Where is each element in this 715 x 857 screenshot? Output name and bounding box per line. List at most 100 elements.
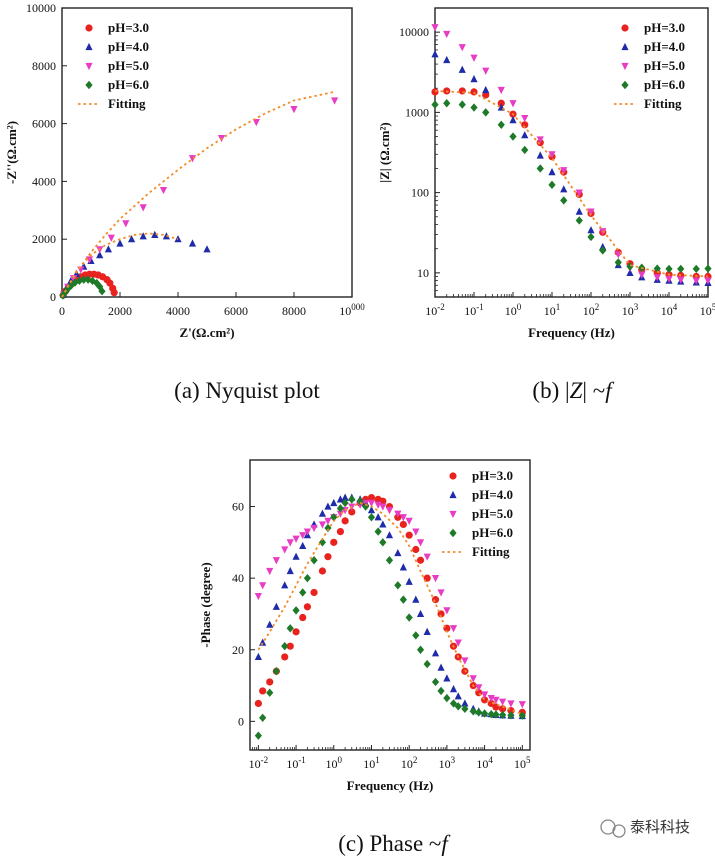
data-point — [331, 97, 339, 105]
legend-label: pH=6.0 — [644, 77, 685, 92]
data-point — [379, 503, 387, 511]
y-tick-label: 10000 — [399, 25, 429, 39]
data-point — [443, 693, 451, 703]
data-point — [341, 517, 349, 525]
fitting-curve — [61, 90, 335, 298]
data-point — [394, 581, 402, 590]
data-point — [470, 88, 478, 96]
legend-marker — [449, 472, 457, 480]
legend-marker — [85, 24, 93, 32]
data-point — [292, 606, 300, 615]
data-point — [336, 528, 345, 536]
data-point — [162, 232, 170, 240]
data-point — [122, 220, 130, 228]
data-point — [67, 281, 75, 290]
data-point — [310, 556, 318, 565]
data-point — [266, 567, 274, 576]
legend-label: pH=5.0 — [108, 58, 149, 73]
data-point — [599, 246, 607, 255]
watermark-text: 泰科科技 — [630, 819, 690, 836]
legend-marker — [621, 42, 629, 51]
data-point — [399, 595, 407, 604]
legend-marker — [621, 62, 629, 71]
data-point — [399, 514, 407, 522]
legend-label: pH=6.0 — [108, 77, 149, 92]
data-point — [518, 701, 526, 709]
data-point — [431, 50, 439, 58]
data-point — [252, 119, 260, 127]
data-point — [458, 87, 466, 95]
y-tick-label: 20 — [232, 643, 244, 657]
x-tick-label: 103 — [439, 755, 456, 771]
data-point — [405, 531, 413, 539]
data-point — [470, 103, 478, 112]
data-point — [587, 232, 595, 242]
y-tick-label: 8000 — [32, 59, 56, 73]
y-tick-label: 100 — [411, 186, 429, 200]
y-tick-label: 6000 — [32, 117, 56, 131]
data-point — [96, 250, 104, 259]
x-tick-label: 104 — [661, 302, 678, 318]
data-point — [303, 573, 312, 583]
data-point — [399, 563, 407, 571]
data-point — [475, 684, 483, 692]
data-point — [458, 100, 466, 109]
data-point — [548, 151, 556, 159]
data-point — [475, 708, 483, 717]
phase-angle-plot: 10-2 10-1 100 101 102 103 104 105 0 20 40 60 Frequen… — [198, 459, 531, 793]
x-tick-label: 10-2 — [249, 755, 269, 771]
watermark: 泰科科技 — [600, 819, 690, 838]
data-point — [299, 613, 307, 622]
legend-marker — [85, 42, 93, 51]
data-point — [443, 55, 451, 64]
data-point — [521, 131, 529, 139]
caption-c: (c) Phase ~f — [338, 831, 451, 856]
data-point — [536, 136, 544, 144]
data-point — [443, 607, 451, 615]
data-point — [330, 538, 338, 546]
fitting-curve — [434, 90, 709, 278]
data-point — [665, 275, 673, 284]
data-point — [151, 230, 159, 238]
legend-label: pH=3.0 — [472, 468, 513, 483]
y-tick-label: 4000 — [32, 174, 56, 188]
data-point — [259, 638, 267, 646]
data-point — [470, 74, 478, 83]
data-point — [348, 495, 356, 504]
data-point — [507, 700, 515, 708]
data-point — [259, 582, 267, 590]
data-point — [324, 553, 332, 561]
legend-marker — [449, 528, 457, 538]
data-point — [536, 164, 544, 173]
data-point — [665, 264, 673, 274]
fitting-curve — [257, 502, 523, 716]
data-point — [575, 207, 583, 215]
y-axis-title: -Phase (degree) — [198, 562, 213, 647]
data-point — [521, 114, 529, 123]
data-point — [575, 216, 583, 225]
data-point — [461, 657, 469, 665]
data-point — [437, 610, 445, 618]
data-point — [139, 232, 147, 240]
data-point — [638, 271, 646, 279]
data-point — [443, 674, 451, 682]
data-point — [374, 527, 382, 536]
y-tick-label: 0 — [238, 714, 244, 728]
data-point — [653, 274, 661, 282]
data-point — [303, 528, 312, 536]
data-point — [104, 245, 112, 253]
data-point — [367, 513, 376, 522]
data-point — [324, 517, 332, 525]
legend-label: Fitting — [472, 544, 510, 559]
data-point — [416, 609, 425, 618]
data-point — [266, 620, 274, 628]
data-point — [548, 180, 556, 190]
plot-frame — [249, 459, 531, 751]
legend-marker — [621, 80, 629, 90]
legend-marker — [85, 62, 93, 71]
data-point — [431, 596, 440, 604]
data-point — [330, 498, 338, 507]
data-point — [281, 581, 289, 589]
data-point — [653, 264, 661, 273]
series-ph-4-0 — [431, 50, 712, 286]
